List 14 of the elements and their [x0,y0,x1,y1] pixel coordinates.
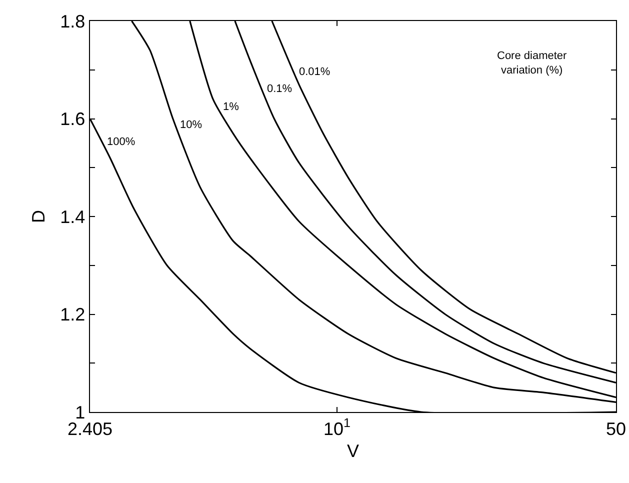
series-label: 1% [223,101,240,113]
y-axis-title: D [28,210,48,223]
x-tick-label: 10$^{1}$ [323,416,351,439]
series-label: 0.01% [299,66,330,78]
y-tick-label: 1.6 [60,109,86,130]
series-label: 100% [107,136,136,148]
y-tick-label: 1.2 [60,304,86,325]
x-tick-label: 50 [606,418,626,439]
annotation: Core diameter variation (%) [497,50,568,76]
y-tick-label: 1.8 [60,11,86,32]
y-tick-label: 1.4 [60,206,86,227]
series-label: 10% [180,119,202,131]
series-label: 0.1% [267,83,292,95]
x-axis-title: V [346,440,360,461]
